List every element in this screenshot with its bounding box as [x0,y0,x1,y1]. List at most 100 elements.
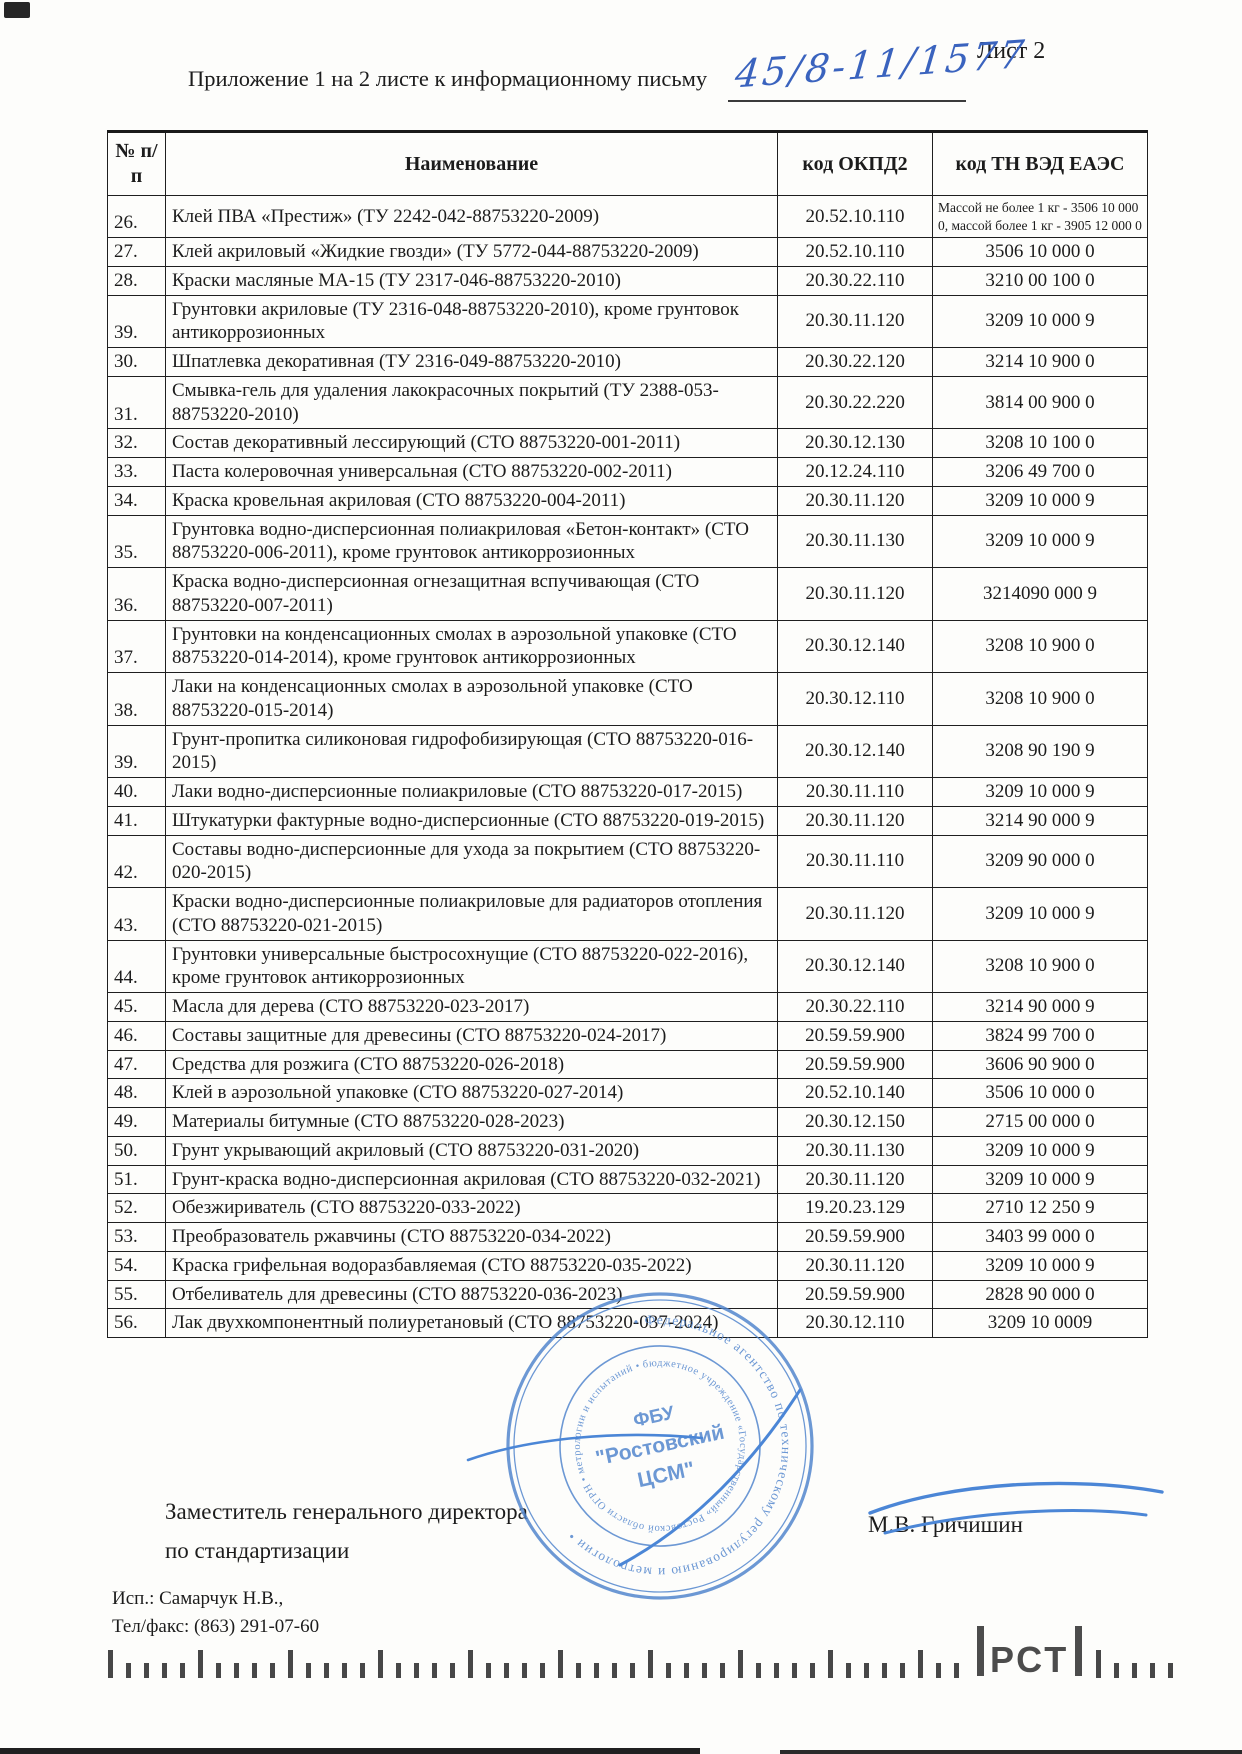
table-header: № п/п Наименование код ОКПД2 код ТН ВЭД … [107,130,1148,196]
header-tnved: код ТН ВЭД ЕАЭС [932,130,1148,196]
row-name-cell: Смывка-гель для удаления лакокрасочных п… [165,375,778,430]
row-tnved-cell: 3824 99 700 0 [932,1020,1148,1051]
ruler-tick [864,1663,869,1678]
ruler-tick [1096,1650,1102,1678]
ruler-tick [720,1663,725,1678]
row-number-cell: 46. [107,1020,166,1051]
stamp-center-line1: ФБУ [632,1403,677,1432]
row-number-cell: 33. [107,457,166,487]
row-name-cell: Паста колеровочная универсальная (СТО 88… [165,457,778,487]
row-tnved-cell: 3209 10 000 9 [932,887,1148,941]
row-number-cell: 51. [107,1164,166,1195]
header-okpd2: код ОКПД2 [777,130,933,196]
header-num: № п/п [107,130,166,196]
product-table-body: 26. Клей ПВА «Престиж» (ТУ 2242-042-8875… [107,194,1148,1339]
ruler-tick [918,1650,923,1678]
ruler-tick [846,1663,851,1678]
ruler-tick [702,1663,707,1678]
row-name-cell: Клей ПВА «Престиж» (ТУ 2242-042-88753220… [165,194,778,239]
ruler-tick [252,1663,257,1678]
ruler-tick [630,1663,635,1678]
row-name-cell: Лак двухкомпонентный полиуретановый (СТО… [165,1308,778,1339]
row-name-cell: Грунтовки на конденсационных смолах в аэ… [165,619,778,674]
row-tnved-cell: 3214 90 000 9 [932,805,1148,836]
table-row: 35. Грунтовка водно-дисперсионная полиак… [107,514,1148,569]
svg-text:бюджетное учреждение «Государс: бюджетное учреждение «Государственный» Р… [556,1342,765,1551]
ruler-tick [522,1663,527,1678]
row-number-cell: 47. [107,1049,166,1080]
row-name-cell: Лаки водно-дисперсионные полиакриловые (… [165,777,778,807]
bottom-ruler: РСТ [108,1626,1178,1678]
row-okpd2-cell: 20.52.10.140 [777,1078,933,1109]
ruler-tick [108,1650,113,1678]
table-row: 56. Лак двухкомпонентный полиуретановый … [107,1308,1148,1339]
ruler-tick [666,1663,671,1678]
ruler-tick [180,1663,185,1678]
table-row: 31. Смывка-гель для удаления лакокрасочн… [107,375,1148,430]
table-row: 36. Краска водно-дисперсионная огнезащит… [107,567,1148,621]
sheet-number-label: Лист 2 [977,38,1046,64]
rst-bar-left [977,1626,984,1676]
row-name-cell: Лаки на конденсационных смолах в аэрозол… [165,672,778,726]
row-name-cell: Штукатурки фактурные водно-дисперсионные… [165,805,778,836]
ruler-tick [378,1650,383,1678]
signer-title-line2: по стандартизации [165,1538,350,1564]
executor-block: Исп.: Самарчук Н.В., Тел/факс: (863) 291… [112,1585,319,1640]
row-name-cell: Клей в аэрозольной упаковке (СТО 8875322… [165,1078,778,1109]
table-row: 45. Масла для дерева (СТО 88753220-023-2… [107,992,1148,1022]
ruler-tick [828,1650,833,1678]
row-number-cell: 52. [107,1193,166,1224]
ruler-tick [270,1663,275,1678]
row-number-cell: 50. [107,1135,166,1166]
row-number-cell: 36. [107,567,166,621]
row-okpd2-cell: 20.30.12.130 [777,428,933,459]
ruler-tick [162,1663,167,1678]
row-number-cell: 38. [107,672,166,726]
row-tnved-cell: 3209 10 000 9 [932,514,1148,569]
row-tnved-cell: 3208 10 900 0 [932,672,1148,726]
ruler-tick [414,1663,419,1678]
header-name: Наименование [165,130,778,196]
row-name-cell: Масла для дерева (СТО 88753220-023-2017) [165,992,778,1022]
row-okpd2-cell: 20.30.22.120 [777,347,933,377]
row-tnved-cell: 3209 90 000 0 [932,834,1148,889]
executor-name: Исп.: Самарчук Н.В., [112,1588,284,1609]
row-number-cell: 35. [107,514,166,569]
row-number-cell: 28. [107,265,166,296]
row-name-cell: Состав декоративный лессирующий (СТО 887… [165,428,778,459]
signer-title-line1: Заместитель генерального директора [165,1499,528,1524]
table-row: 40. Лаки водно-дисперсионные полиакрилов… [107,777,1148,807]
row-name-cell: Краска грифельная водоразбавляемая (СТО … [165,1250,778,1281]
row-tnved-cell: 3506 10 000 0 [932,1078,1148,1109]
row-number-cell: 42. [107,834,166,889]
row-okpd2-cell: 20.30.11.130 [777,514,933,569]
ruler-tick [954,1663,959,1678]
row-okpd2-cell: 20.30.11.120 [777,294,933,349]
ruler-tick [882,1663,887,1678]
row-number-cell: 39. [107,724,166,779]
row-name-cell: Средства для розжига (СТО 88753220-026-2… [165,1049,778,1080]
row-okpd2-cell: 20.30.11.120 [777,1250,933,1281]
table-row: 47. Средства для розжига (СТО 88753220-0… [107,1049,1148,1080]
row-name-cell: Клей акриловый «Жидкие гвозди» (ТУ 5772-… [165,237,778,267]
row-okpd2-cell: 20.59.59.900 [777,1222,933,1252]
products-table: № п/п Наименование код ОКПД2 код ТН ВЭД … [107,130,1148,1339]
row-number-cell: 31. [107,375,166,430]
row-tnved-cell: 3208 10 900 0 [932,939,1148,994]
ruler-tick [648,1650,653,1678]
rst-mark: РСТ [977,1626,1083,1677]
signer-name: М.В. Гричишин [868,1512,1023,1537]
row-okpd2-cell: 20.12.24.110 [777,457,933,487]
row-tnved-cell: 2828 90 000 0 [932,1279,1148,1310]
row-name-cell: Составы водно-дисперсионные для ухода за… [165,834,778,889]
ruler-tick [468,1650,473,1678]
row-number-cell: 54. [107,1250,166,1281]
row-name-cell: Краска водно-дисперсионная огнезащитная … [165,567,778,621]
appendix-title: Приложение 1 на 2 листе к информационном… [188,66,708,91]
ruler-tick [1114,1663,1120,1678]
row-tnved-cell: 3208 10 900 0 [932,619,1148,674]
row-tnved-cell: 3403 99 000 0 [932,1222,1148,1252]
row-tnved-cell: 3606 90 900 0 [932,1049,1148,1080]
row-tnved-cell: 3208 10 100 0 [932,428,1148,459]
ruler-tick [810,1663,815,1678]
